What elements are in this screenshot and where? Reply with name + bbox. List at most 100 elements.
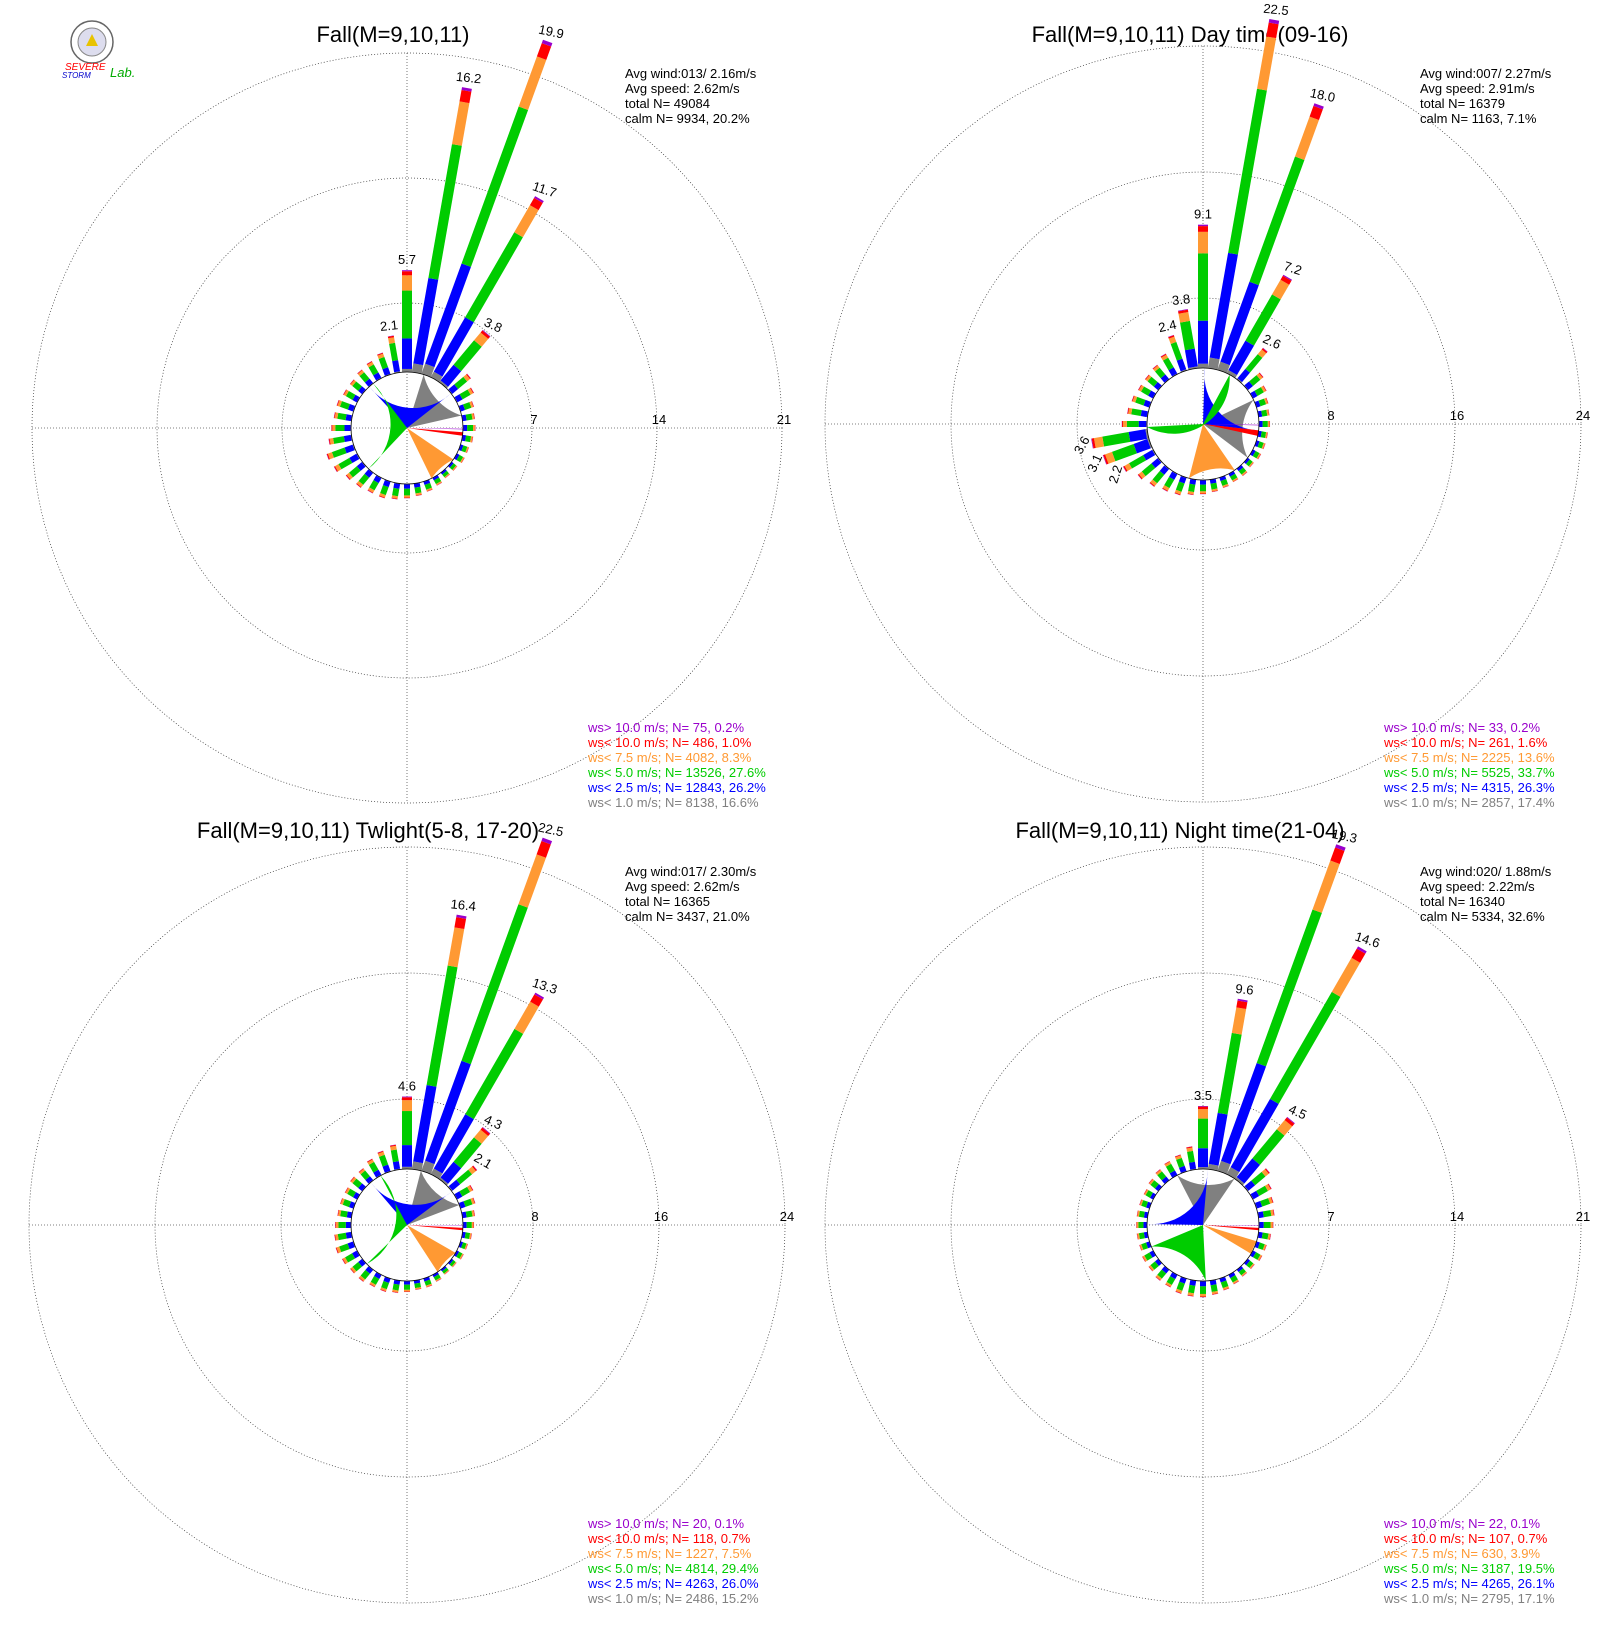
spoke-bar <box>1162 470 1178 492</box>
spoke-segment <box>392 1161 401 1170</box>
spoke-segment <box>448 461 454 468</box>
spoke-bar <box>1236 464 1248 477</box>
spoke-segment <box>1198 226 1208 232</box>
spoke-segment <box>333 412 335 419</box>
spoke-segment <box>1091 438 1096 449</box>
spoke-bar <box>447 1258 457 1268</box>
spoke-segment <box>1245 354 1263 373</box>
stats-line: calm N= 9934, 20.2% <box>625 111 750 126</box>
spoke-segment <box>1258 1255 1263 1261</box>
spoke-segment <box>343 434 352 443</box>
spoke-bar <box>440 468 450 479</box>
spoke-segment <box>378 496 385 499</box>
calm-pie-slice <box>407 428 454 479</box>
spoke-segment <box>1184 348 1198 368</box>
stats-line: Avg wind:020/ 1.88m/s <box>1420 864 1552 879</box>
spoke-segment <box>1188 366 1199 370</box>
spoke-segment <box>1268 409 1270 416</box>
spoke-segment <box>1174 492 1181 496</box>
spoke-segment <box>435 481 442 486</box>
spoke-segment <box>453 466 458 471</box>
spoke-segment <box>1138 1210 1145 1218</box>
spoke-segment <box>369 1283 375 1288</box>
spoke-segment <box>428 144 462 280</box>
spoke-segment <box>359 1168 366 1175</box>
spoke-segment <box>402 290 412 339</box>
spoke-segment <box>454 1191 463 1200</box>
spoke-segment <box>1102 454 1107 465</box>
spoke-segment <box>1258 1211 1264 1219</box>
spoke-segment <box>344 1187 349 1193</box>
chart-title: Fall(M=9,10,11) <box>316 22 469 47</box>
spoke-segment <box>465 446 469 453</box>
spoke-bar <box>1139 1241 1152 1251</box>
spoke-segment <box>1091 438 1094 449</box>
spoke-bar <box>447 461 458 471</box>
spoke-segment <box>1153 365 1160 372</box>
spoke-segment <box>447 1186 453 1192</box>
spoke-segment <box>1351 948 1366 963</box>
calm-pie-slice <box>407 1225 463 1226</box>
spoke-bar <box>461 413 475 422</box>
ring-3 <box>31 52 783 804</box>
ring-3 <box>824 45 1582 803</box>
calm-pie-slice <box>1151 1225 1206 1281</box>
spoke-segment <box>332 425 336 431</box>
spoke-segment <box>480 1127 490 1137</box>
spoke-segment <box>466 1222 472 1228</box>
spoke-segment <box>452 1262 457 1268</box>
calm-pie-slice <box>370 1182 452 1225</box>
spoke-bar <box>463 425 476 431</box>
spoke-segment <box>1269 1233 1271 1240</box>
spoke-segment <box>470 436 473 443</box>
spoke-segment <box>430 371 443 383</box>
spoke-bar <box>1187 478 1197 496</box>
spoke-segment <box>1264 1168 1270 1174</box>
spoke-segment <box>473 425 475 431</box>
legend-entry: ws< 2.5 m/s; N= 12843, 26.2% <box>587 780 766 795</box>
spoke-bar <box>328 434 353 445</box>
spoke-segment <box>387 335 394 337</box>
spoke-bar <box>462 1222 475 1228</box>
spoke-segment <box>1259 1222 1264 1228</box>
spoke-segment <box>470 1233 472 1240</box>
spoke-bar <box>335 1222 352 1228</box>
spoke-segment <box>1145 428 1149 439</box>
spoke-segment <box>1271 1196 1274 1203</box>
spoke-segment <box>1160 374 1169 383</box>
spoke-segment <box>1200 1296 1206 1298</box>
spoke-segment <box>415 494 422 496</box>
stats-line: Avg wind:013/ 2.16m/s <box>625 66 757 81</box>
calm-pie-slice <box>407 1225 456 1272</box>
spoke-segment <box>1261 409 1268 417</box>
spoke-segment <box>1141 1200 1149 1208</box>
spoke-segment <box>1250 390 1258 399</box>
spoke-segment <box>366 360 372 365</box>
spoke-segment <box>352 1250 360 1259</box>
spoke-segment <box>1255 1200 1263 1209</box>
spoke-segment <box>440 469 447 475</box>
spoke-segment <box>347 404 355 412</box>
spoke-segment <box>1242 472 1248 477</box>
spoke-segment <box>1244 1180 1256 1191</box>
spoke-segment <box>334 1234 336 1241</box>
spoke-label: 5.7 <box>398 252 416 267</box>
spoke-segment <box>1257 410 1263 418</box>
spoke-segment <box>1200 493 1206 495</box>
spoke-segment <box>465 413 473 421</box>
spoke-segment <box>338 457 353 470</box>
spoke-bar <box>439 329 491 389</box>
spoke-bar <box>461 1210 476 1219</box>
spoke-bar <box>326 444 356 460</box>
spoke-segment <box>1258 372 1264 378</box>
spoke-label: 13.3 <box>531 975 560 997</box>
ring-tick-label: 14 <box>1450 1209 1464 1224</box>
windrose-panel-2: Fall(M=9,10,11) Day time(09-16) 8 16 24 2.4 3… <box>824 1 1590 810</box>
spoke-segment <box>342 1257 348 1264</box>
spoke-segment <box>1178 311 1190 323</box>
spoke-segment <box>1251 1171 1266 1186</box>
spoke-segment <box>1136 1210 1138 1217</box>
spoke-label: 16.2 <box>455 69 482 87</box>
spoke-segment <box>357 370 365 377</box>
spoke-bar <box>1144 374 1163 391</box>
